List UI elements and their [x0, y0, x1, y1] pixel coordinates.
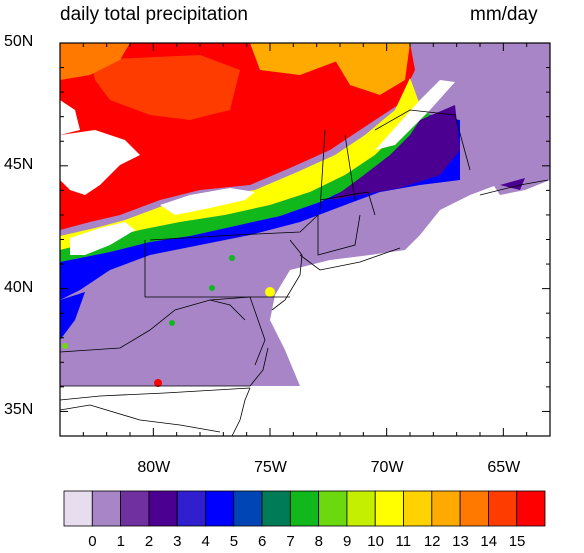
- map-field: [60, 43, 550, 436]
- precip-band-5-west: [60, 292, 85, 340]
- lon-label: 75W: [254, 459, 287, 476]
- vermont-border: [319, 129, 326, 211]
- precip-band-13: [60, 43, 130, 80]
- colorbar-label: 0: [88, 533, 97, 550]
- north-carolina-border: [60, 387, 251, 401]
- colorbar-swatch: [516, 490, 546, 527]
- precip-band-3: [330, 105, 460, 200]
- lon-label: 70W: [370, 459, 404, 476]
- colorbar-swatch: [63, 490, 93, 527]
- precip-cell: [169, 320, 175, 326]
- lake-ontario: [160, 188, 255, 215]
- maryland-border: [209, 296, 266, 366]
- lake-huron: [60, 130, 140, 195]
- lat-label: 45N: [4, 155, 34, 173]
- colorbar-label: 4: [201, 533, 210, 550]
- political-boundaries: [60, 109, 549, 436]
- colorbar-swatch: [431, 490, 461, 527]
- axis-ticks: [59, 42, 551, 437]
- connecticut-border: [317, 214, 361, 256]
- lat-label: 40N: [4, 278, 34, 296]
- no-data-region: [60, 386, 550, 436]
- colorbar-label: 15: [508, 533, 526, 550]
- colorbar-swatch: [233, 490, 263, 527]
- colorbar-swatch: [261, 490, 291, 527]
- colorbar-label: 10: [367, 533, 384, 550]
- colorbar-label: 9: [342, 533, 352, 550]
- precip-cell: [229, 255, 235, 261]
- virginia-border: [60, 347, 269, 387]
- precip-band-12-east: [330, 43, 410, 95]
- lake-erie: [70, 222, 135, 255]
- colorbar-swatch: [289, 490, 320, 527]
- new-york-border: [149, 214, 319, 241]
- map-title: daily total precipitation: [60, 4, 248, 25]
- colorbar-swatch: [318, 490, 348, 527]
- st-lawrence-estuary: [375, 80, 455, 150]
- precip-cell: [62, 343, 68, 349]
- colorbar-label: 1: [116, 533, 125, 550]
- colorbar-label: 5: [229, 533, 239, 550]
- precip-cell: [265, 287, 275, 297]
- colorbar-label: 14: [480, 533, 498, 550]
- colorbar-swatch: [205, 490, 235, 527]
- precip-band-14: [90, 55, 240, 120]
- nova-scotia-coast: [479, 179, 549, 196]
- colorbar-swatch: [403, 490, 433, 527]
- lon-label: 65W: [487, 459, 521, 476]
- colorbar: [63, 490, 546, 527]
- precip-band-12: [250, 43, 340, 75]
- colorbar-swatch: [120, 490, 150, 527]
- colorbar-label: 13: [452, 533, 469, 550]
- maine-border: [374, 109, 471, 171]
- nova-scotia-rain: [500, 178, 525, 190]
- west-virginia-border: [60, 299, 246, 353]
- colorbar-label: 2: [144, 533, 154, 550]
- colorbar-label: 7: [286, 533, 295, 550]
- colorbar-label: 8: [314, 533, 323, 550]
- massachusetts-border: [319, 191, 376, 216]
- south-carolina-border: [60, 404, 221, 433]
- colorbar-label: 6: [258, 533, 267, 550]
- long-island: [299, 247, 401, 271]
- colorbar-swatch: [176, 490, 206, 527]
- colorbar-swatch: [148, 490, 178, 527]
- atlantic-ocean: [270, 178, 550, 386]
- precip-cell: [209, 285, 215, 291]
- georgian-bay: [60, 100, 80, 135]
- lat-label: 35N: [4, 401, 34, 419]
- colorbar-label: 3: [173, 533, 182, 550]
- colorbar-swatch: [374, 490, 404, 527]
- new-hampshire-border: [344, 134, 356, 201]
- pennsylvania-border: [144, 240, 290, 298]
- new-jersey-border: [271, 239, 303, 311]
- colorbar-swatch: [488, 490, 518, 527]
- lat-label: 50N: [4, 33, 34, 50]
- lon-label: 80W: [137, 459, 171, 476]
- carolina-coast: [231, 387, 251, 436]
- precip-northeast-region: [410, 43, 550, 175]
- units-label: mm/day: [470, 4, 538, 25]
- colorbar-label: 12: [423, 533, 441, 550]
- colorbar-label: 11: [395, 533, 412, 550]
- colorbar-swatch: [346, 490, 376, 527]
- precip-cell: [154, 379, 162, 387]
- colorbar-swatch: [459, 490, 489, 527]
- colorbar-swatch: [91, 490, 121, 527]
